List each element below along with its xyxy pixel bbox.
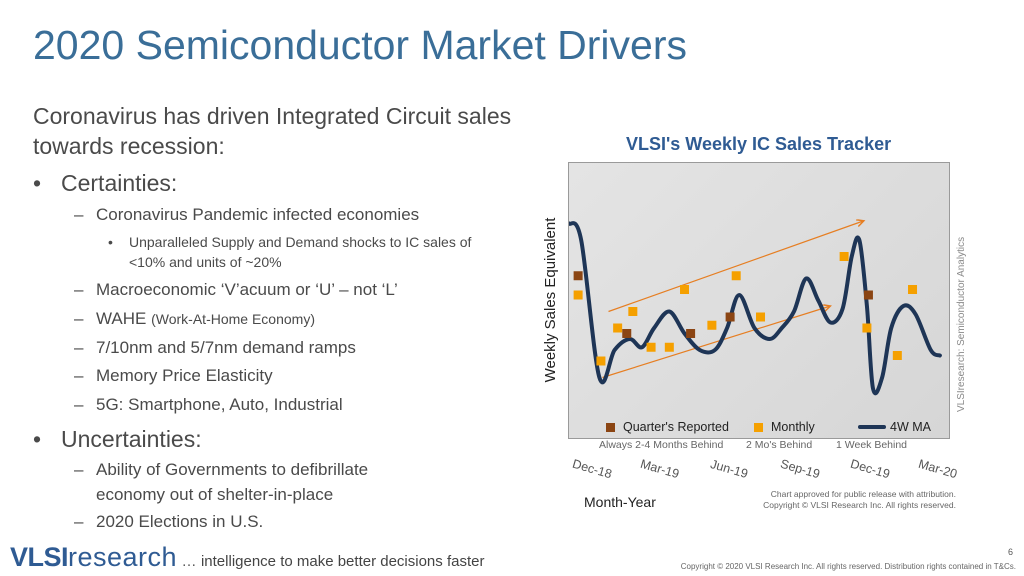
wahe-note: (Work-At-Home Economy)	[151, 311, 315, 327]
legend-line-icon	[858, 425, 886, 429]
bullet-icon: •	[33, 170, 42, 196]
legend-ma: 4W MA	[858, 420, 931, 434]
monthly-point	[573, 290, 583, 300]
copyright: Copyright © 2020 VLSI Research Inc. All …	[680, 562, 1016, 571]
quarter-reported-point	[622, 329, 632, 338]
monthly-point	[756, 312, 766, 322]
quarter-reported-point	[573, 271, 583, 281]
certainty-sub-item: • Unparalleled Supply and Demand shocks …	[108, 234, 472, 270]
monthly-point	[908, 285, 918, 294]
tagline: intelligence to make better decisions fa…	[200, 553, 485, 570]
quarter-reported-point	[686, 329, 696, 338]
quarter-reported-point	[725, 312, 735, 322]
certainties-label: Certainties:	[61, 170, 178, 196]
chart-plot-area	[568, 162, 950, 439]
uncertainty-item: –2020 Elections in U.S.	[74, 512, 264, 531]
monthly-point	[731, 271, 741, 281]
certainty-item: –5G: Smartphone, Auto, Industrial	[74, 395, 343, 414]
certainty-item: – Coronavirus Pandemic infected economies	[74, 205, 420, 224]
legend-monthly: Monthly	[754, 420, 815, 434]
intro-text: Coronavirus has driven Integrated Circui…	[33, 103, 512, 159]
monthly-point	[839, 252, 849, 261]
trend-arrow	[608, 221, 864, 313]
legend-sub-ma: 1 Week Behind	[836, 439, 908, 451]
chart-credit: VLSIresearch: Semiconductor Analytics	[956, 236, 967, 412]
bullet-icon: •	[33, 426, 42, 452]
legend-square-icon	[754, 422, 763, 432]
certainty-item: – WAHE (Work-At-Home Economy)	[74, 309, 315, 328]
legend-sub-quarters: Always 2-4 Months Behind	[599, 439, 724, 451]
legend-square-icon	[606, 422, 615, 432]
legend-sub-monthly: 2 Mo's Behind	[746, 439, 813, 451]
chart-x-axis-label: Month-Year	[584, 494, 656, 510]
vlsi-logo: VLSIresearch … intelligence to make bett…	[10, 542, 485, 572]
x-tick-label: Dec-18	[570, 456, 614, 482]
uncertainties-heading: • Uncertainties:	[33, 426, 202, 453]
x-tick-label: Mar-20	[916, 456, 959, 482]
monthly-point	[862, 323, 872, 333]
monthly-point	[596, 356, 606, 366]
uncertainty-item-continued: economy out of shelter-in-place	[96, 485, 334, 504]
certainty-item: – Macroeconomic ‘V’acuum or ‘U’ – not ‘L’	[74, 280, 398, 299]
page-number: 6	[1008, 547, 1014, 557]
certainty-item: –7/10nm and 5/7nm demand ramps	[74, 338, 356, 357]
monthly-point	[613, 323, 623, 333]
slide-title: 2020 Semiconductor Market Drivers	[33, 22, 687, 68]
chart-svg	[569, 163, 942, 396]
quarter-reported-point	[863, 290, 873, 300]
x-tick-label: Jun-19	[708, 457, 750, 481]
x-tick-label: Mar-19	[638, 456, 681, 482]
uncertainty-item: – Ability of Governments to defibrillate	[74, 460, 369, 479]
monthly-point	[664, 342, 674, 352]
chart-approval-note: Chart approved for public release with a…	[763, 489, 956, 510]
monthly-point	[892, 351, 902, 360]
bullet-icon: •	[108, 234, 113, 250]
chart-title: VLSI's Weekly IC Sales Tracker	[626, 134, 892, 154]
series-line-4w-ma	[569, 221, 942, 396]
certainties-heading: • Certainties:	[33, 170, 177, 197]
x-tick-label: Sep-19	[778, 456, 822, 482]
monthly-point	[646, 342, 656, 352]
monthly-point	[680, 285, 690, 294]
legend-quarters: Quarter's Reported	[606, 420, 729, 434]
certainty-item: – Memory Price Elasticity	[74, 366, 273, 385]
uncertainties-label: Uncertainties:	[61, 426, 202, 452]
chart-y-axis-label: Weekly Sales Equivalent	[542, 217, 559, 383]
monthly-point	[707, 320, 717, 330]
x-tick-label: Dec-19	[848, 456, 892, 482]
monthly-point	[628, 307, 638, 316]
